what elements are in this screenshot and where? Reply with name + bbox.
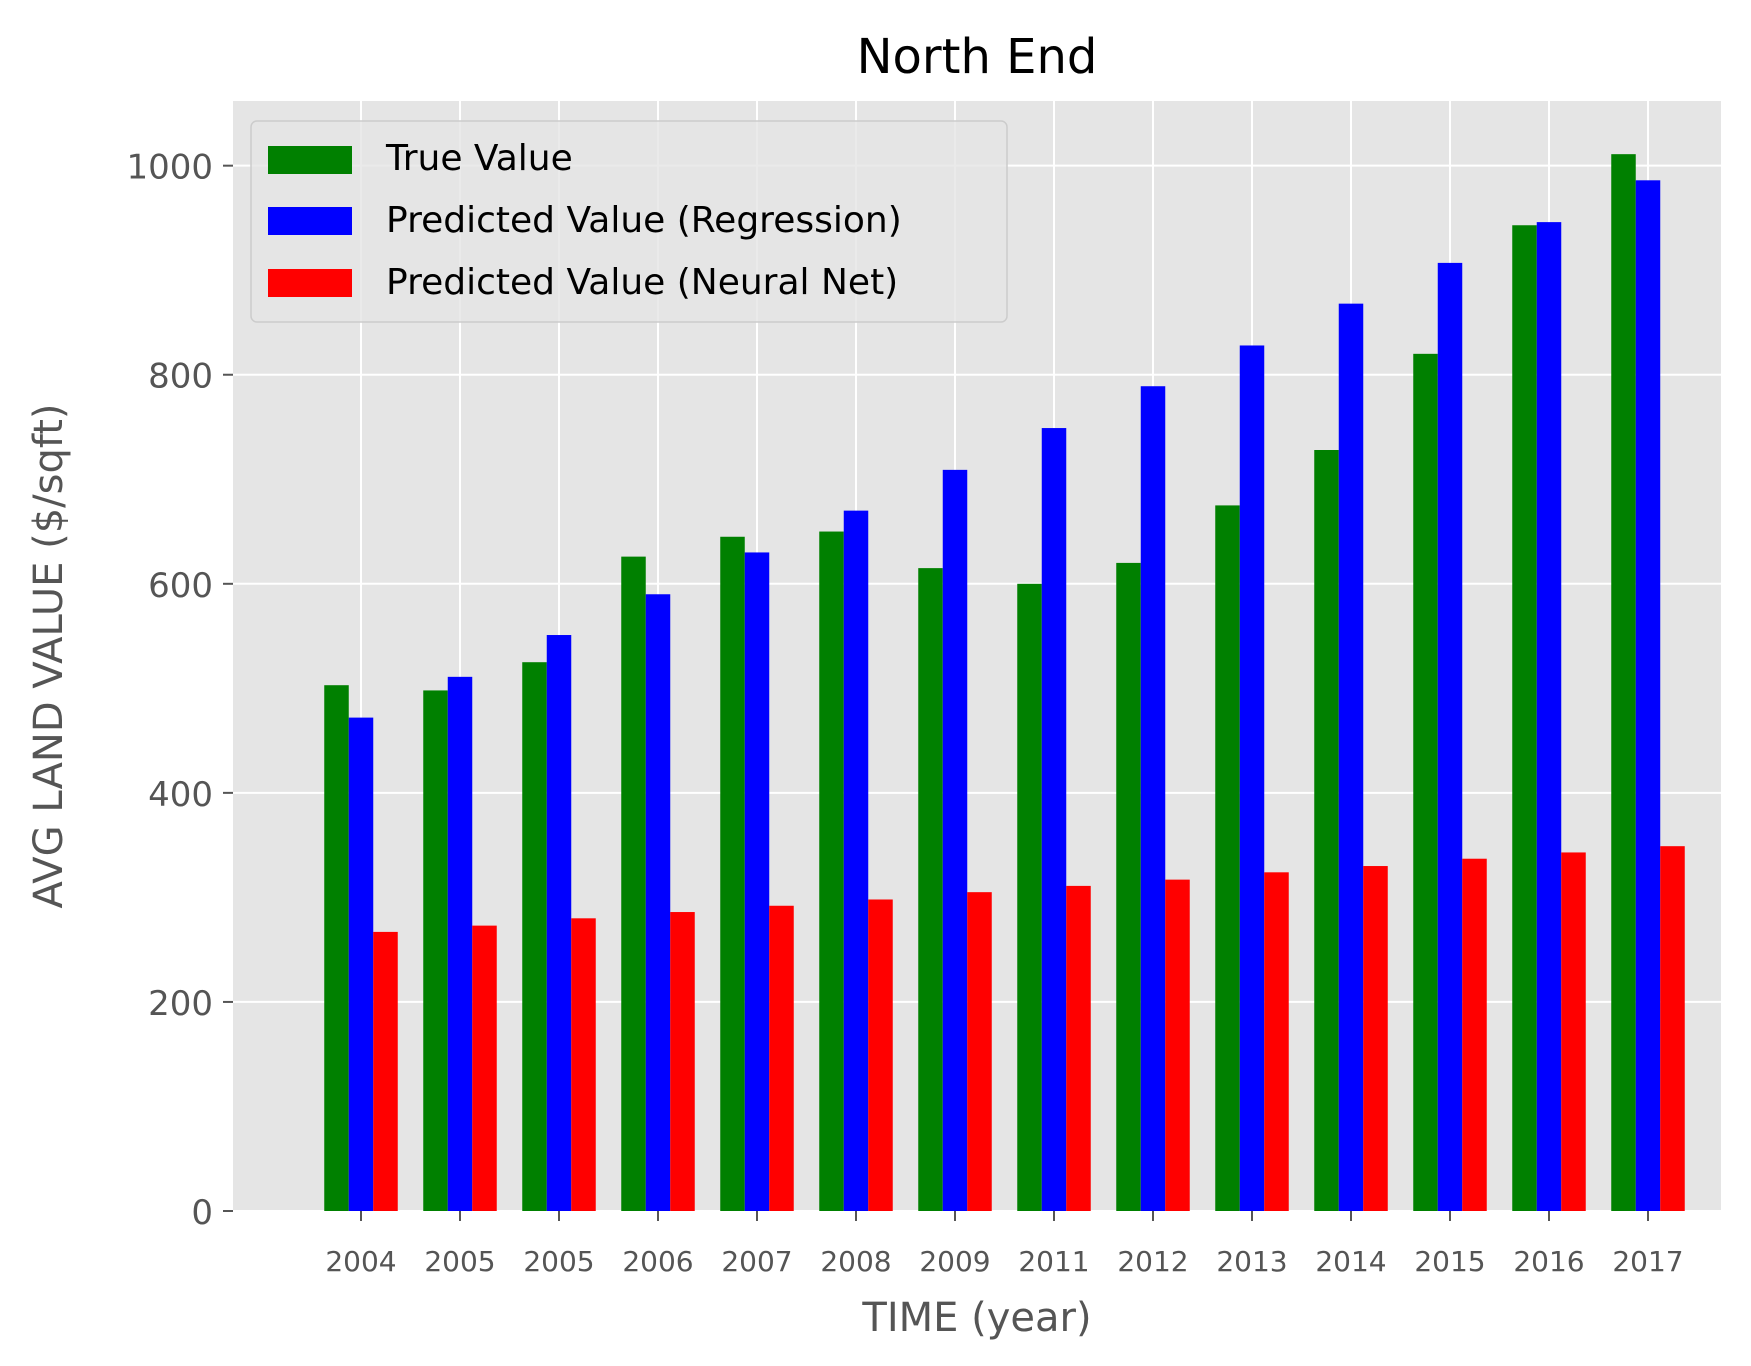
bar-predicted-value-neural-net: [1165, 879, 1190, 1211]
axes: 0 200 400 600 800 1000 2004 2005 2005 2006 2007 200…: [126, 148, 1683, 1278]
y-tick-label: 600: [148, 566, 213, 606]
y-tick-label: 800: [148, 357, 213, 397]
x-tick-label: 2017: [1612, 1245, 1683, 1278]
y-tick-label: 200: [148, 984, 213, 1024]
x-tick-label: 2015: [1414, 1245, 1485, 1278]
bar-predicted-value-regression: [1437, 262, 1463, 1211]
x-tick-label: 2005: [424, 1245, 495, 1278]
y-axis-label: AVG LAND VALUE ($/sqft): [26, 403, 72, 908]
bar-predicted-value-neural-net: [868, 899, 893, 1211]
bar-predicted-value-neural-net: [1066, 885, 1091, 1211]
x-tick-label: 2011: [1018, 1245, 1089, 1278]
legend: True Value Predicted Value (Regression) …: [250, 120, 1008, 323]
x-tick-label: 2006: [622, 1245, 693, 1278]
chart-title: North End: [857, 29, 1098, 85]
legend-entry-regression: Predicted Value (Regression): [268, 200, 902, 241]
bar-predicted-value-neural-net: [1264, 872, 1289, 1211]
x-tick-label: 2016: [1513, 1245, 1584, 1278]
bar-true-value: [1215, 505, 1240, 1211]
bar-predicted-value-neural-net: [373, 931, 398, 1211]
bar-true-value: [1017, 583, 1042, 1211]
bar-predicted-value-neural-net: [1660, 846, 1685, 1211]
bar-true-value: [1413, 353, 1438, 1212]
legend-entry-neural-net: Predicted Value (Neural Net): [268, 262, 898, 303]
bar-predicted-value-regression: [1536, 222, 1562, 1211]
bar-true-value: [423, 690, 448, 1211]
x-tick-label: 2013: [1216, 1245, 1287, 1278]
bar-predicted-value-regression: [843, 510, 869, 1211]
bar-predicted-value-neural-net: [1462, 858, 1487, 1211]
bar-true-value: [918, 568, 943, 1211]
y-tick-label: 1000: [126, 148, 213, 188]
bar-true-value: [1116, 562, 1141, 1211]
bar-predicted-value-neural-net: [1363, 866, 1388, 1211]
bar-predicted-value-neural-net: [472, 925, 497, 1211]
y-tick-label: 400: [148, 775, 213, 815]
bar-predicted-value-regression: [348, 717, 374, 1211]
legend-label-regression: Predicted Value (Regression): [386, 200, 902, 241]
legend-swatch-true-value: [268, 146, 352, 174]
y-tick-label: 0: [191, 1193, 213, 1233]
bar-true-value: [819, 531, 844, 1211]
bar-predicted-value-regression: [645, 594, 671, 1211]
x-tick-label: 2009: [919, 1245, 990, 1278]
legend-box: [250, 120, 1008, 323]
bar-predicted-value-neural-net: [967, 892, 992, 1211]
legend-label-neural-net: Predicted Value (Neural Net): [386, 262, 898, 303]
bar-predicted-value-regression: [1239, 345, 1265, 1212]
x-tick-label: 2014: [1315, 1245, 1386, 1278]
legend-swatch-regression: [268, 207, 352, 235]
legend-label-true-value: True Value: [385, 138, 573, 179]
x-tick-label: 2004: [325, 1245, 396, 1278]
bar-true-value: [324, 685, 349, 1211]
bar-predicted-value-regression: [942, 469, 968, 1211]
bar-predicted-value-neural-net: [670, 912, 695, 1211]
legend-swatch-neural-net: [268, 269, 352, 297]
bar-predicted-value-regression: [744, 552, 770, 1211]
bar-true-value: [720, 536, 745, 1211]
x-tick-label: 2007: [721, 1245, 792, 1278]
bar-predicted-value-neural-net: [1561, 852, 1586, 1211]
bar-predicted-value-neural-net: [571, 918, 596, 1211]
bar-true-value: [1512, 225, 1537, 1211]
bar-true-value: [1611, 154, 1636, 1211]
bar-predicted-value-regression: [1338, 303, 1364, 1211]
x-tick-label: 2012: [1117, 1245, 1188, 1278]
bar-predicted-value-regression: [1140, 386, 1166, 1212]
x-tick-label: 2008: [820, 1245, 891, 1278]
bar-predicted-value-regression: [1635, 180, 1661, 1211]
x-tick-label: 2005: [523, 1245, 594, 1278]
bar-predicted-value-regression: [546, 635, 572, 1211]
bar-predicted-value-regression: [1041, 428, 1067, 1211]
legend-entry-true-value: True Value: [268, 138, 573, 179]
bar-true-value: [1314, 450, 1339, 1211]
bar-predicted-value-neural-net: [769, 905, 794, 1211]
bar-true-value: [621, 556, 646, 1211]
bars: [324, 154, 1685, 1212]
bar-true-value: [522, 662, 547, 1211]
bar-predicted-value-regression: [447, 676, 473, 1211]
x-axis-label: TIME (year): [861, 1295, 1091, 1341]
